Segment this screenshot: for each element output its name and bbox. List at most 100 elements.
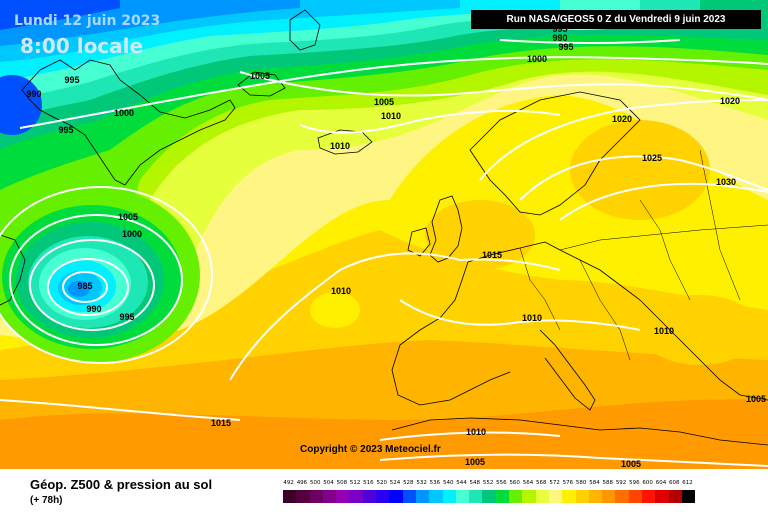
isobar-label: 1030 xyxy=(715,177,737,187)
isobar-label: 1020 xyxy=(611,114,633,124)
isobar-label: 1025 xyxy=(641,153,663,163)
color-scale-swatch xyxy=(389,490,403,503)
border-europe-5 xyxy=(559,224,768,251)
field-blob-scandinavia xyxy=(570,120,710,220)
isobar-label: 990 xyxy=(26,89,42,99)
coast-france-iberia xyxy=(391,261,511,406)
coast-iceland xyxy=(317,129,373,155)
isobar-label: 1005 xyxy=(620,459,642,469)
isobar-label: 995 xyxy=(552,24,568,34)
isobar-low-990 xyxy=(47,258,129,316)
color-scale-label: 600 xyxy=(642,480,653,486)
isobar-label: 990 xyxy=(86,304,102,314)
color-scale-swatch xyxy=(362,490,377,503)
coast-ireland xyxy=(407,227,431,257)
color-scale-label: 588 xyxy=(602,480,614,486)
color-scale-label: 592 xyxy=(615,480,627,486)
color-scale-label: 548 xyxy=(469,480,481,486)
color-scale-swatch xyxy=(455,490,470,503)
isobar-1025 xyxy=(519,155,768,201)
color-scale-swatch xyxy=(655,490,669,503)
isobar-1020 xyxy=(479,99,768,181)
color-scale-swatch xyxy=(336,490,350,503)
color-scale-swatch xyxy=(548,490,563,503)
isobar-low-995 xyxy=(29,239,155,331)
isobar-label: 995 xyxy=(558,42,574,52)
isobar-1010-sahara xyxy=(379,431,561,441)
isobar-label: 1010 xyxy=(521,313,543,323)
color-scale-label: 572 xyxy=(549,480,560,486)
isobar-label: 1010 xyxy=(653,326,675,336)
isobar-label: 995 xyxy=(58,125,74,135)
copyright-notice: Copyright © 2023 Meteociel.fr xyxy=(300,444,441,455)
color-scale-swatch xyxy=(535,490,549,503)
color-scale-label: 560 xyxy=(509,480,520,486)
color-scale-labels: 492 496 500 504 508 512 516 520 524 528 532 536 540 5… xyxy=(282,480,694,486)
isobar-1005 xyxy=(239,71,768,101)
legend-footer: Géop. Z500 & pression au sol (+ 78h) 492… xyxy=(0,469,768,512)
isobar-1005-south xyxy=(379,453,768,467)
isobar-label: 1010 xyxy=(465,427,487,437)
isobar-label: 1010 xyxy=(380,111,402,121)
isobar-low-985 xyxy=(62,271,108,303)
isobar-label: 1020 xyxy=(719,96,741,106)
isobar-1015-atlantic xyxy=(0,399,241,421)
color-scale-swatch xyxy=(602,490,616,503)
isobar-label: 1005 xyxy=(745,394,767,404)
coast-svalbard xyxy=(289,9,321,51)
field-blob-balkans xyxy=(640,295,760,365)
isobar-label: 990 xyxy=(552,33,568,43)
color-scale-label: 504 xyxy=(323,480,334,486)
color-scale-swatch xyxy=(349,490,363,503)
color-scale-label: 528 xyxy=(403,480,414,486)
model-run-banner: Run NASA/GEOS5 0 Z du Vendredi 9 juin 20… xyxy=(471,10,761,29)
coast-canada xyxy=(0,234,26,306)
color-scale-swatch xyxy=(482,490,496,503)
color-scale-swatch xyxy=(495,490,510,503)
isobar-label: 1005 xyxy=(249,71,271,81)
color-scale-swatch xyxy=(562,490,576,503)
border-europe-3 xyxy=(639,199,691,301)
color-scale-label: 524 xyxy=(389,480,401,486)
isobar-label: 1000 xyxy=(121,229,143,239)
coast-novaya-zemlya xyxy=(237,71,286,97)
color-scale-swatch xyxy=(642,490,656,503)
border-europe-2 xyxy=(579,259,631,361)
forecast-date-label: Lundi 12 juin 2023 xyxy=(14,13,161,29)
isobar-label: 995 xyxy=(119,312,135,322)
color-scale-label: 544 xyxy=(456,480,467,486)
isobar-label: 1005 xyxy=(117,212,139,222)
color-scale-swatch xyxy=(509,490,523,503)
isobar-label: 1005 xyxy=(373,97,395,107)
color-scale-swatch xyxy=(575,490,589,503)
isobar-low-1005 xyxy=(0,186,213,364)
isobar-label: 985 xyxy=(77,281,93,291)
color-scale-swatch xyxy=(415,490,430,503)
color-scale xyxy=(283,490,696,503)
legend-subtitle: (+ 78h) xyxy=(30,495,63,506)
isobar-label: 1010 xyxy=(330,286,352,296)
color-scale-label: 576 xyxy=(562,480,574,486)
field-blob-azores xyxy=(310,292,360,328)
color-scale-swatch xyxy=(322,490,337,503)
isobar-low-1000 xyxy=(9,214,183,346)
color-scale-label: 556 xyxy=(496,480,507,486)
color-scale-label: 496 xyxy=(296,480,308,486)
color-scale-swatch xyxy=(402,490,416,503)
isobar-label: 995 xyxy=(64,75,80,85)
isobar-1015 xyxy=(229,252,561,381)
color-scale-label: 604 xyxy=(655,480,667,486)
color-scale-label: 552 xyxy=(482,480,494,486)
coast-italy xyxy=(539,329,596,411)
color-scale-label: 512 xyxy=(349,480,361,486)
color-scale-swatch xyxy=(376,490,390,503)
color-scale-swatch xyxy=(615,490,629,503)
color-scale-label: 508 xyxy=(336,480,348,486)
isobar-label: 1015 xyxy=(481,250,503,260)
coast-greenland xyxy=(21,59,236,186)
color-scale-swatch xyxy=(309,490,323,503)
isobar-1010 xyxy=(299,109,561,134)
isobar-label: 1000 xyxy=(526,54,548,64)
color-scale-swatch xyxy=(628,490,643,503)
